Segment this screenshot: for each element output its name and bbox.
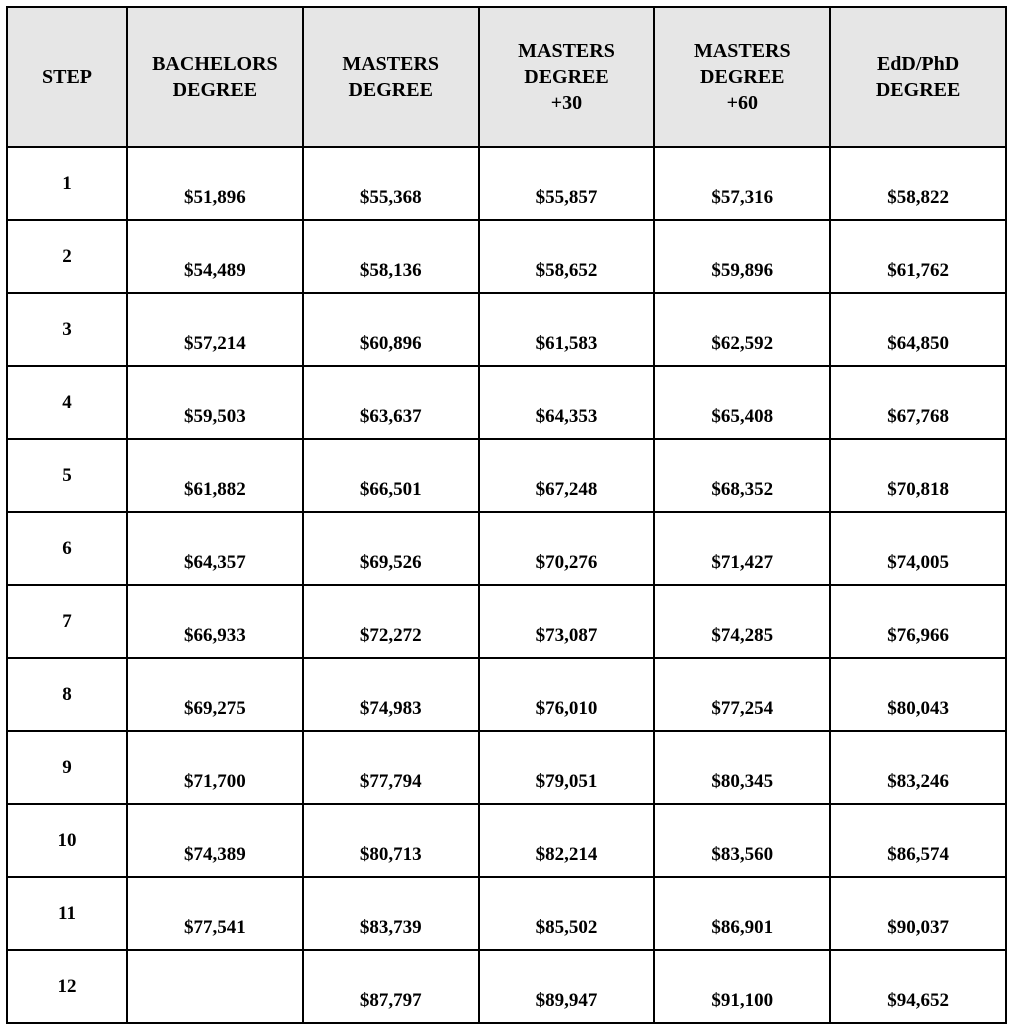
- salary-cell: $59,503: [127, 366, 303, 439]
- salary-cell: $80,713: [303, 804, 479, 877]
- salary-cell: $82,214: [479, 804, 655, 877]
- table-row: 4$59,503$63,637$64,353$65,408$67,768: [7, 366, 1006, 439]
- salary-cell: $69,275: [127, 658, 303, 731]
- col-header-edd-phd: EdD/PhDDEGREE: [830, 7, 1006, 147]
- salary-cell: $83,246: [830, 731, 1006, 804]
- salary-cell: $74,983: [303, 658, 479, 731]
- table-row: 10$74,389$80,713$82,214$83,560$86,574: [7, 804, 1006, 877]
- salary-cell: $94,652: [830, 950, 1006, 1023]
- step-cell: 3: [7, 293, 127, 366]
- salary-cell: $71,427: [654, 512, 830, 585]
- salary-cell: $57,214: [127, 293, 303, 366]
- salary-schedule-table: STEP BACHELORSDEGREE MASTERSDEGREE MASTE…: [6, 6, 1007, 1024]
- salary-cell: $62,592: [654, 293, 830, 366]
- table-row: 1$51,896$55,368$55,857$57,316$58,822: [7, 147, 1006, 220]
- salary-cell: [127, 950, 303, 1023]
- col-header-masters: MASTERSDEGREE: [303, 7, 479, 147]
- salary-cell: $77,541: [127, 877, 303, 950]
- salary-cell: $61,882: [127, 439, 303, 512]
- salary-cell: $77,794: [303, 731, 479, 804]
- salary-cell: $70,818: [830, 439, 1006, 512]
- salary-cell: $83,739: [303, 877, 479, 950]
- step-cell: 1: [7, 147, 127, 220]
- step-cell: 11: [7, 877, 127, 950]
- table-body: 1$51,896$55,368$55,857$57,316$58,8222$54…: [7, 147, 1006, 1023]
- salary-cell: $57,316: [654, 147, 830, 220]
- salary-cell: $73,087: [479, 585, 655, 658]
- col-header-masters-30: MASTERSDEGREE+30: [479, 7, 655, 147]
- salary-cell: $51,896: [127, 147, 303, 220]
- salary-cell: $64,850: [830, 293, 1006, 366]
- salary-cell: $64,353: [479, 366, 655, 439]
- salary-cell: $72,272: [303, 585, 479, 658]
- salary-cell: $86,901: [654, 877, 830, 950]
- salary-cell: $71,700: [127, 731, 303, 804]
- table-row: 6$64,357$69,526$70,276$71,427$74,005: [7, 512, 1006, 585]
- salary-cell: $74,285: [654, 585, 830, 658]
- salary-cell: $61,762: [830, 220, 1006, 293]
- step-cell: 7: [7, 585, 127, 658]
- col-header-masters-60: MASTERSDEGREE+60: [654, 7, 830, 147]
- salary-cell: $67,248: [479, 439, 655, 512]
- step-cell: 9: [7, 731, 127, 804]
- step-cell: 4: [7, 366, 127, 439]
- salary-cell: $70,276: [479, 512, 655, 585]
- salary-cell: $64,357: [127, 512, 303, 585]
- table-row: 3$57,214$60,896$61,583$62,592$64,850: [7, 293, 1006, 366]
- salary-cell: $69,526: [303, 512, 479, 585]
- salary-cell: $67,768: [830, 366, 1006, 439]
- salary-cell: $60,896: [303, 293, 479, 366]
- salary-cell: $66,501: [303, 439, 479, 512]
- table-row: 9$71,700$77,794$79,051$80,345$83,246: [7, 731, 1006, 804]
- salary-cell: $91,100: [654, 950, 830, 1023]
- salary-cell: $87,797: [303, 950, 479, 1023]
- salary-cell: $61,583: [479, 293, 655, 366]
- salary-cell: $55,368: [303, 147, 479, 220]
- salary-cell: $80,043: [830, 658, 1006, 731]
- table-row: 8$69,275$74,983$76,010$77,254$80,043: [7, 658, 1006, 731]
- salary-cell: $58,136: [303, 220, 479, 293]
- salary-cell: $54,489: [127, 220, 303, 293]
- step-cell: 10: [7, 804, 127, 877]
- table-row: 11$77,541$83,739$85,502$86,901$90,037: [7, 877, 1006, 950]
- table-row: 12 $87,797$89,947$91,100$94,652: [7, 950, 1006, 1023]
- salary-cell: $63,637: [303, 366, 479, 439]
- step-cell: 12: [7, 950, 127, 1023]
- step-cell: 8: [7, 658, 127, 731]
- salary-cell: $90,037: [830, 877, 1006, 950]
- table-row: 5$61,882$66,501$67,248$68,352$70,818: [7, 439, 1006, 512]
- salary-cell: $85,502: [479, 877, 655, 950]
- salary-cell: $74,005: [830, 512, 1006, 585]
- salary-cell: $66,933: [127, 585, 303, 658]
- salary-cell: $77,254: [654, 658, 830, 731]
- salary-cell: $79,051: [479, 731, 655, 804]
- salary-cell: $74,389: [127, 804, 303, 877]
- step-cell: 6: [7, 512, 127, 585]
- salary-cell: $86,574: [830, 804, 1006, 877]
- salary-cell: $55,857: [479, 147, 655, 220]
- table-header-row: STEP BACHELORSDEGREE MASTERSDEGREE MASTE…: [7, 7, 1006, 147]
- col-header-step: STEP: [7, 7, 127, 147]
- salary-cell: $68,352: [654, 439, 830, 512]
- table-row: 7$66,933$72,272$73,087$74,285$76,966: [7, 585, 1006, 658]
- salary-cell: $59,896: [654, 220, 830, 293]
- table-row: 2$54,489$58,136$58,652$59,896$61,762: [7, 220, 1006, 293]
- salary-cell: $89,947: [479, 950, 655, 1023]
- salary-cell: $58,822: [830, 147, 1006, 220]
- salary-cell: $76,966: [830, 585, 1006, 658]
- salary-cell: $58,652: [479, 220, 655, 293]
- salary-cell: $83,560: [654, 804, 830, 877]
- salary-cell: $76,010: [479, 658, 655, 731]
- step-cell: 2: [7, 220, 127, 293]
- salary-cell: $65,408: [654, 366, 830, 439]
- step-cell: 5: [7, 439, 127, 512]
- salary-cell: $80,345: [654, 731, 830, 804]
- col-header-bachelors: BACHELORSDEGREE: [127, 7, 303, 147]
